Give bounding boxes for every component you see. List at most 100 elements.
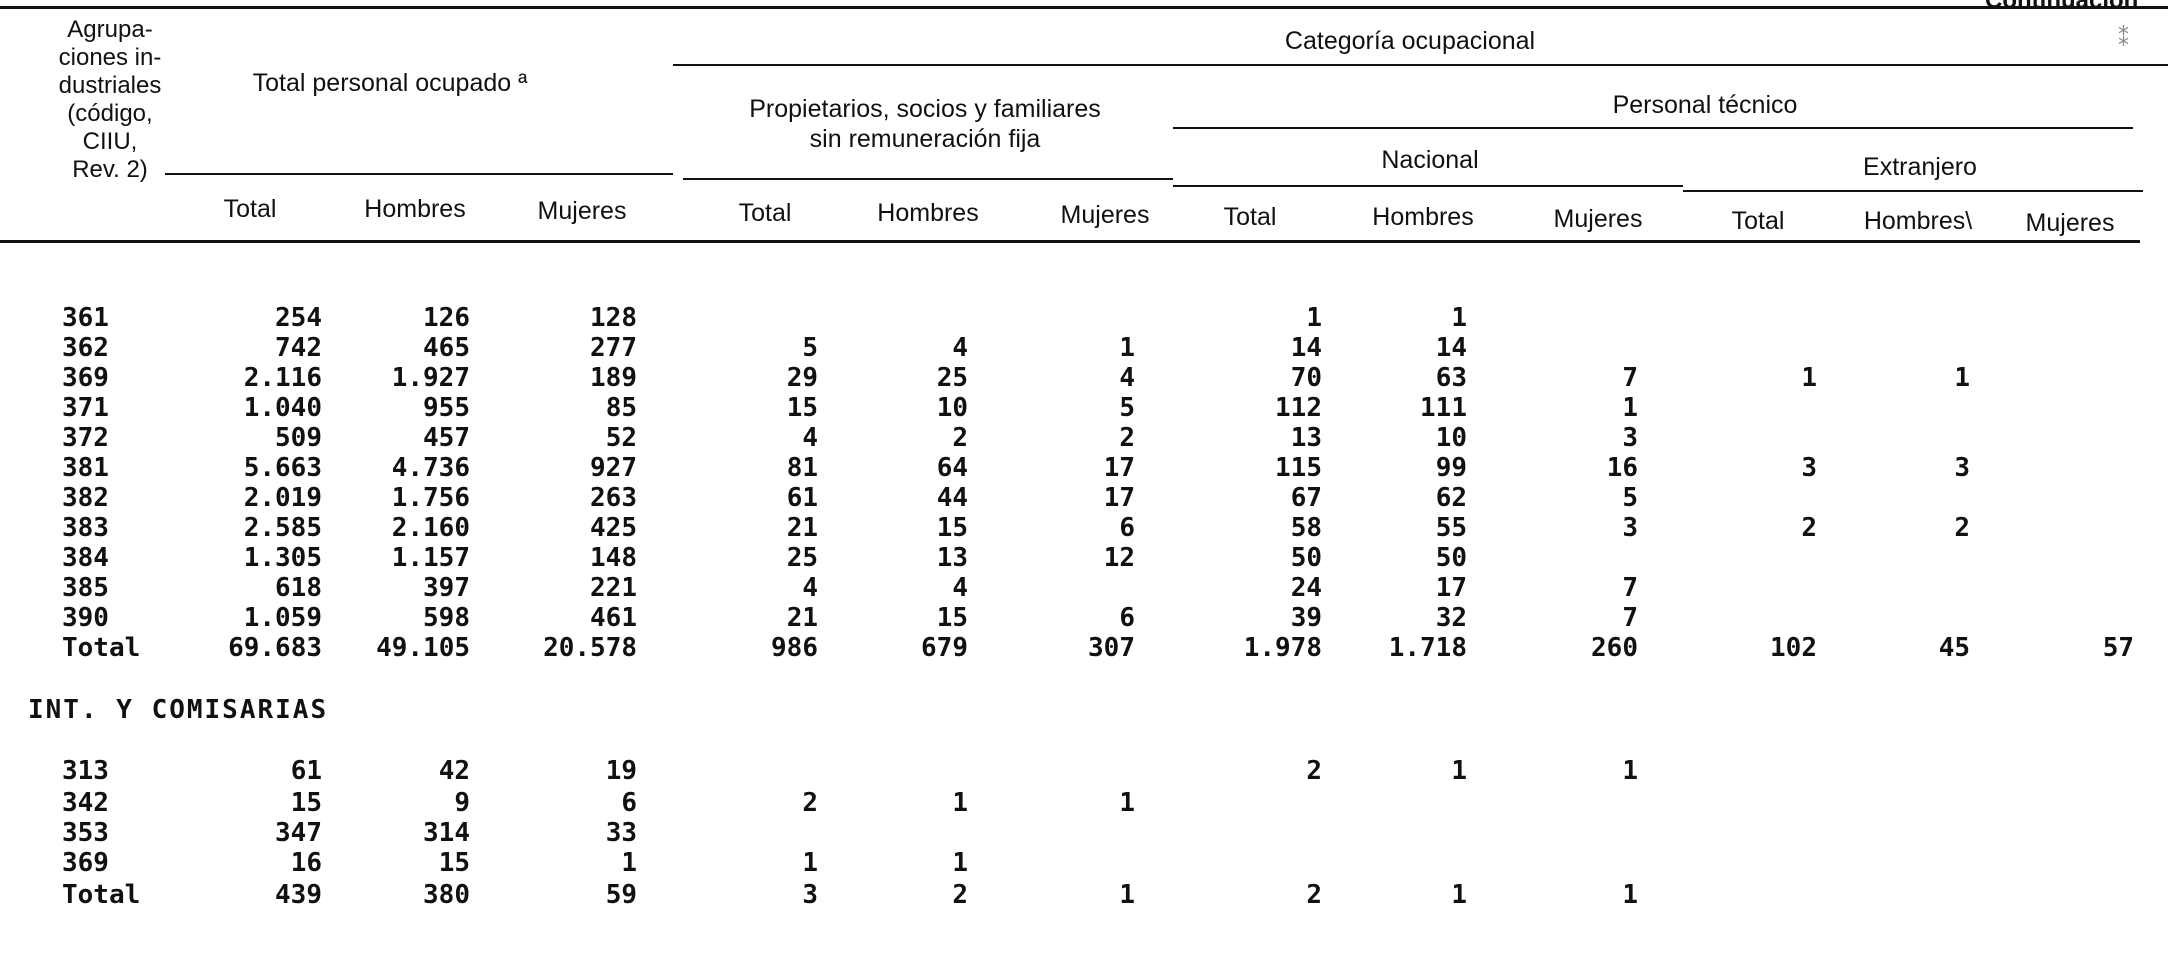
cell-code: 371	[62, 393, 109, 423]
cell-code: 369	[62, 363, 109, 393]
cell-prop-total: 3	[802, 880, 818, 910]
cell-nac-hombres: 62	[1435, 483, 1467, 513]
cell-nac-mujeres: 5	[1622, 483, 1638, 513]
cell-prop-mujeres: 307	[1088, 633, 1135, 663]
cell-nac-mujeres: 16	[1606, 453, 1638, 483]
cell-hombres: 955	[423, 393, 470, 423]
col-total-heading: Total	[223, 195, 277, 223]
cell-prop-hombres: 10	[936, 393, 968, 423]
col-prop-mujeres-heading: Mujeres	[1060, 201, 1150, 229]
cell-nac-hombres: 1	[1451, 756, 1467, 786]
cell-code: 382	[62, 483, 109, 513]
cell-hombres: 1.927	[391, 363, 470, 393]
cell-prop-hombres: 13	[936, 543, 968, 573]
cell-prop-mujeres: 2	[1119, 423, 1135, 453]
cell-prop-mujeres: 17	[1103, 483, 1135, 513]
cell-hombres: 126	[423, 303, 470, 333]
cell-prop-hombres: 15	[936, 603, 968, 633]
cell-total: 2.116	[243, 363, 322, 393]
cell-code: 381	[62, 453, 109, 483]
cell-prop-total: 21	[786, 603, 818, 633]
cell-prop-total: 4	[802, 423, 818, 453]
cell-prop-total: 5	[802, 333, 818, 363]
cell-ext-hombres: 3	[1954, 453, 1970, 483]
cell-mujeres: 148	[590, 543, 637, 573]
cell-hombres: 598	[423, 603, 470, 633]
section-title: INT. Y COMISARIAS	[28, 695, 329, 725]
cell-nac-mujeres: 3	[1622, 423, 1638, 453]
cell-nac-hombres: 50	[1435, 543, 1467, 573]
cell-ext-total: 102	[1770, 633, 1817, 663]
cell-nac-total: 67	[1290, 483, 1322, 513]
cell-total: 2.019	[243, 483, 322, 513]
page-mark: ⁑	[2118, 26, 2129, 51]
cell-total: 1.305	[243, 543, 322, 573]
cell-mujeres: 59	[605, 880, 637, 910]
cell-nac-total: 50	[1290, 543, 1322, 573]
cell-total: 509	[275, 423, 322, 453]
categoria-rule	[673, 64, 2168, 66]
cell-nac-hombres: 63	[1435, 363, 1467, 393]
cell-nac-total: 24	[1290, 573, 1322, 603]
cell-prop-total: 15	[786, 393, 818, 423]
cell-nac-mujeres: 1	[1622, 393, 1638, 423]
cell-ext-total: 2	[1801, 513, 1817, 543]
cell-code: 384	[62, 543, 109, 573]
cell-hombres: 457	[423, 423, 470, 453]
cell-nac-hombres: 32	[1435, 603, 1467, 633]
col-nac-mujeres-heading: Mujeres	[1553, 205, 1643, 233]
col-mujeres-heading: Mujeres	[537, 197, 627, 225]
cell-nac-total: 39	[1290, 603, 1322, 633]
cell-nac-total: 70	[1290, 363, 1322, 393]
cell-mujeres: 19	[605, 756, 637, 786]
cell-code: 390	[62, 603, 109, 633]
personal-tecnico-rule	[1173, 127, 2133, 129]
cell-prop-hombres: 4	[952, 573, 968, 603]
cell-prop-total: 986	[771, 633, 818, 663]
cell-hombres: 2.160	[391, 513, 470, 543]
cell-mujeres: 33	[605, 818, 637, 848]
cell-hombres: 42	[438, 756, 470, 786]
cell-total: 1.059	[243, 603, 322, 633]
col-ext-total-heading: Total	[1731, 207, 1785, 235]
cell-prop-total: 2	[802, 788, 818, 818]
nacional-heading: Nacional	[1381, 146, 1479, 174]
cell-prop-total: 25	[786, 543, 818, 573]
cell-hombres: 15	[438, 848, 470, 878]
propietarios-heading: Propietarios, socios y familiares sin re…	[749, 95, 1101, 153]
cell-hombres: 465	[423, 333, 470, 363]
cell-nac-total: 13	[1290, 423, 1322, 453]
cell-nac-mujeres: 1	[1622, 756, 1638, 786]
cell-code: 313	[62, 756, 109, 786]
cell-nac-hombres: 1	[1451, 303, 1467, 333]
personal-tecnico-heading: Personal técnico	[1612, 91, 1798, 119]
cell-total: 5.663	[243, 453, 322, 483]
cell-nac-mujeres: 3	[1622, 513, 1638, 543]
cell-prop-hombres: 1	[952, 848, 968, 878]
cell-nac-hombres: 1.718	[1388, 633, 1467, 663]
cell-ext-hombres: 2	[1954, 513, 1970, 543]
cell-prop-total: 4	[802, 573, 818, 603]
cell-hombres: 380	[423, 880, 470, 910]
cell-code: 372	[62, 423, 109, 453]
cell-nac-hombres: 10	[1435, 423, 1467, 453]
cell-total: 15	[290, 788, 322, 818]
col-prop-total-heading: Total	[738, 199, 792, 227]
cell-mujeres: 85	[605, 393, 637, 423]
cell-total: 618	[275, 573, 322, 603]
header-bottom-rule	[0, 240, 2140, 243]
cell-total: 1.040	[243, 393, 322, 423]
cell-code: 353	[62, 818, 109, 848]
cell-nac-mujeres: 7	[1622, 363, 1638, 393]
cell-prop-hombres: 1	[952, 788, 968, 818]
cell-prop-hombres: 25	[936, 363, 968, 393]
cell-mujeres: 128	[590, 303, 637, 333]
cell-nac-hombres: 14	[1435, 333, 1467, 363]
stub-header: Agrupa- ciones in- dustriales (código, C…	[58, 16, 162, 183]
cell-nac-hombres: 17	[1435, 573, 1467, 603]
cell-mujeres: 52	[605, 423, 637, 453]
cell-prop-mujeres: 6	[1119, 603, 1135, 633]
cell-nac-mujeres: 260	[1591, 633, 1638, 663]
cell-prop-total: 29	[786, 363, 818, 393]
cell-ext-hombres: 1	[1954, 363, 1970, 393]
